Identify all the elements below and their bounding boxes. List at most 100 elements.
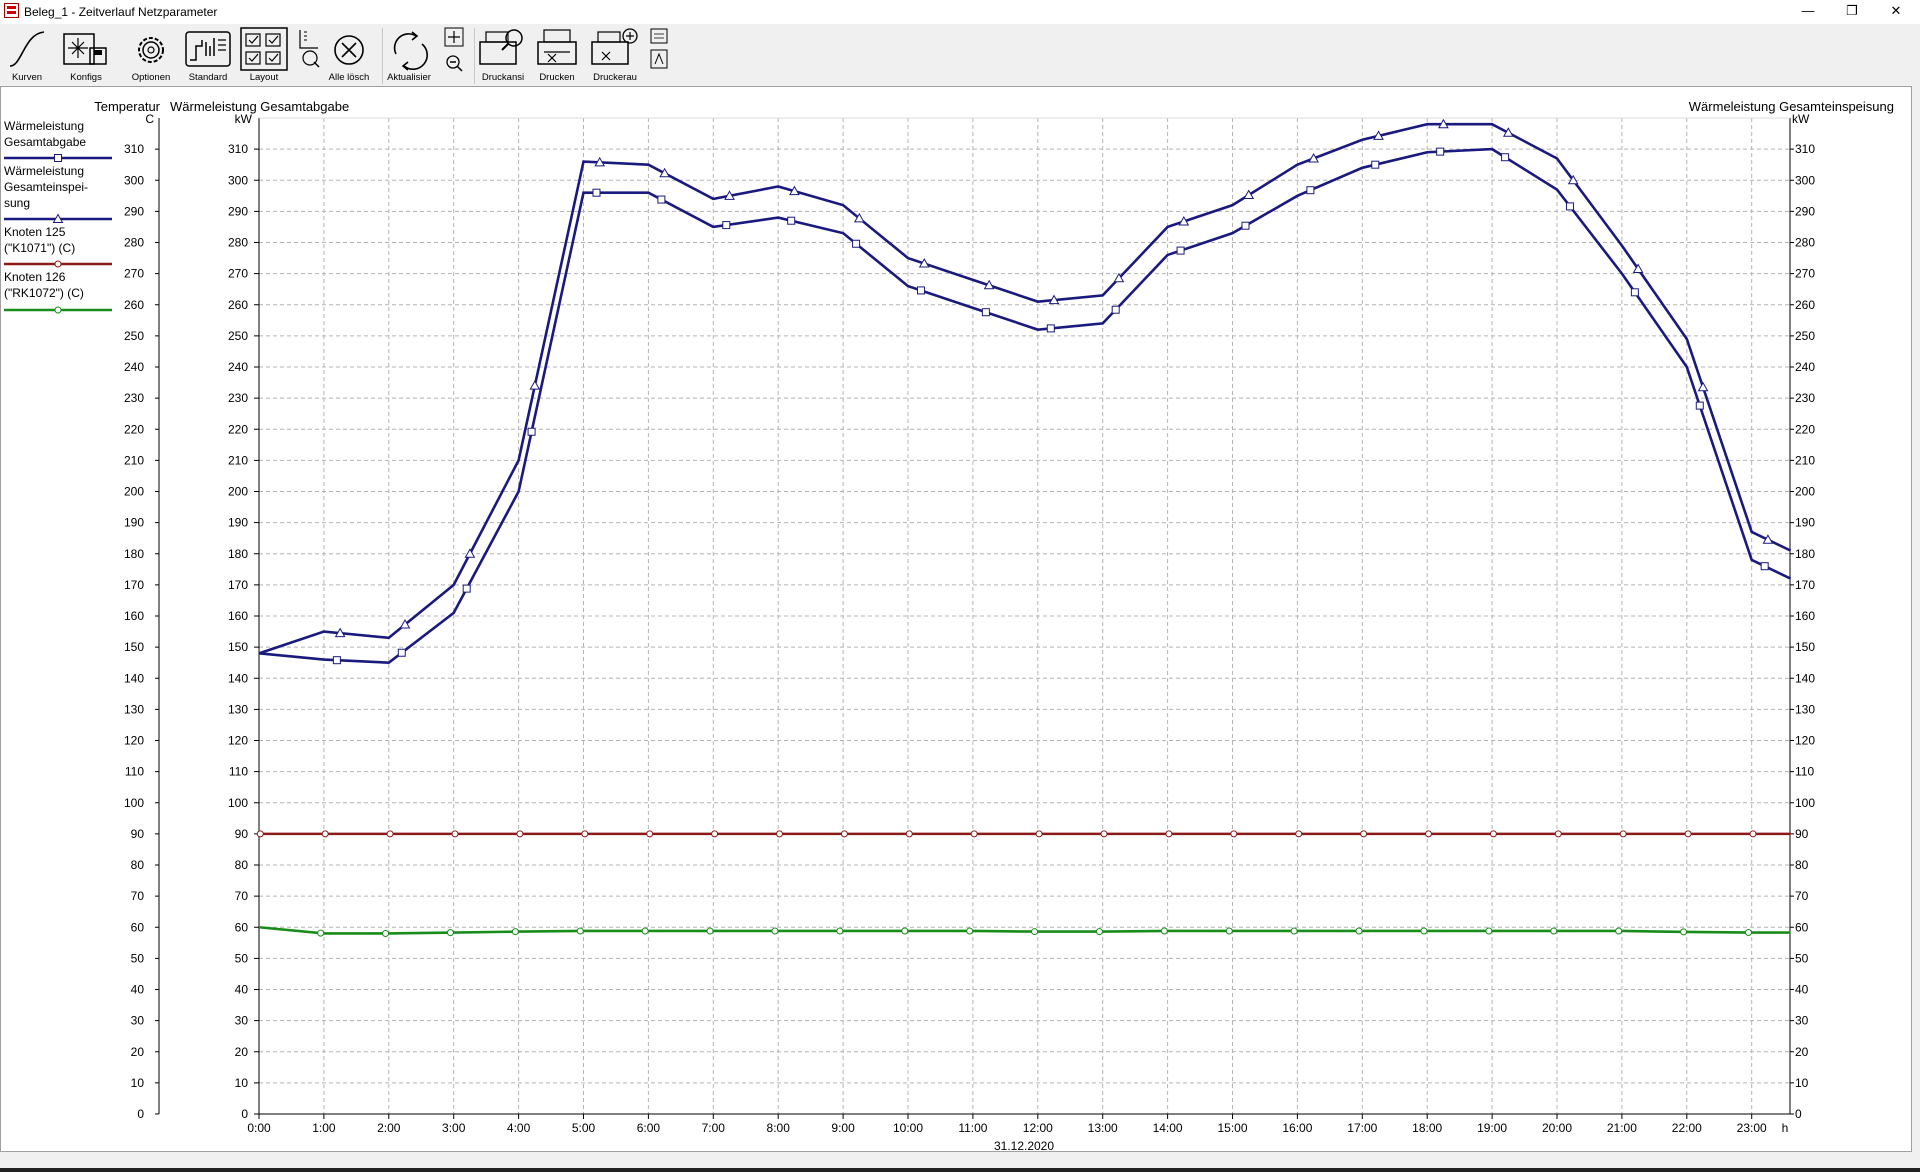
data-point-circle [905, 830, 913, 838]
standard-button[interactable]: Standard [184, 26, 232, 84]
right-tick-label: 190 [1795, 516, 1815, 530]
legend-item-knoten-126[interactable]: Knoten 126 ("RK1072") (C) [4, 270, 84, 300]
data-point-circle [840, 830, 848, 838]
legend-item-knoten-125[interactable]: Knoten 125 ("K1071") (C) [4, 225, 76, 255]
data-point-square [397, 648, 406, 657]
export-button[interactable] [648, 26, 672, 84]
right-tick-label: 110 [1795, 765, 1814, 779]
data-point-circle [1225, 927, 1233, 935]
refresh-button[interactable]: Aktualisier [386, 26, 432, 84]
temp-tick-label: 180 [124, 547, 144, 561]
data-point-circle [1749, 830, 1757, 838]
clear-all-button[interactable]: Alle lösch [326, 26, 372, 84]
data-point-circle [1485, 927, 1493, 935]
left-tick-label: 40 [235, 983, 249, 997]
left-tick-label: 260 [228, 298, 248, 312]
right-tick-label: 40 [1795, 983, 1809, 997]
right-tick-label: 0 [1795, 1107, 1802, 1121]
data-point-square [1306, 186, 1315, 195]
x-tick-label: 1:00 [312, 1121, 336, 1135]
left-tick-label: 300 [228, 173, 248, 187]
right-tick-label: 280 [1795, 236, 1815, 250]
right-tick-label: 60 [1795, 920, 1809, 934]
minimize-button[interactable]: — [1801, 3, 1815, 18]
data-point-triangle [724, 190, 735, 200]
data-point-triangle [464, 548, 476, 558]
data-point-triangle [659, 167, 670, 178]
right-axis-unit: kW [1792, 112, 1810, 126]
curves-button[interactable]: Kurven [4, 26, 50, 84]
print-preview-button[interactable]: Druckansi [478, 26, 528, 84]
right-tick-label: 220 [1795, 422, 1815, 436]
right-axis-title: Wärmeleistung Gesamteinspeisung [1689, 99, 1894, 114]
left-tick-label: 50 [235, 951, 249, 965]
left-tick-label: 120 [228, 734, 248, 748]
data-point-circle [1554, 830, 1562, 838]
axis-settings-button[interactable] [296, 26, 322, 84]
data-point-circle [576, 927, 584, 935]
right-tick-label: 300 [1795, 173, 1815, 187]
left-tick-label: 220 [228, 422, 248, 436]
data-point-circle [646, 830, 654, 838]
data-point-circle [1035, 830, 1043, 838]
legend-swatches [4, 154, 112, 314]
right-tick-label: 50 [1795, 951, 1809, 965]
temp-tick-label: 230 [124, 391, 144, 405]
zoom-button[interactable] [442, 26, 468, 84]
configs-button[interactable]: Konfigs [62, 26, 110, 84]
data-point-circle [1230, 830, 1238, 838]
data-point-triangle [1762, 534, 1774, 544]
clear-all-icon [334, 35, 364, 65]
x-tick-label: 0:00 [247, 1121, 271, 1135]
temp-tick-label: 200 [124, 485, 144, 499]
chart-axes [155, 117, 1794, 1119]
left-tick-label: 130 [228, 702, 248, 716]
temp-tick-label: 20 [131, 1045, 145, 1059]
series-line-1 [258, 122, 1792, 655]
x-tick-label: h [1782, 1121, 1789, 1135]
x-tick-label: 2:00 [377, 1121, 401, 1135]
data-point-triangle [529, 380, 541, 390]
temp-tick-label: 210 [124, 453, 144, 467]
data-point-circle [901, 927, 909, 935]
data-point-square [332, 656, 341, 665]
data-point-triangle [1243, 189, 1255, 200]
print-button[interactable]: Drucken [534, 26, 580, 84]
data-point-circle [1489, 830, 1497, 838]
left-tick-label: 0 [241, 1107, 248, 1121]
data-point-square [1565, 202, 1574, 211]
data-point-circle [54, 306, 62, 314]
gear-icon [138, 37, 164, 63]
left-tick-label: 310 [228, 142, 248, 156]
data-point-circle [1031, 928, 1039, 936]
print-preview-icon [479, 29, 523, 65]
temp-tick-label: 120 [124, 734, 144, 748]
left-tick-label: 230 [228, 391, 248, 405]
temp-tick-label: 80 [131, 858, 145, 872]
temp-tick-label: 110 [125, 765, 144, 779]
chart-ticks: 0 0 0 10 10 10 20 20 20 30 30 30 40 40 40 50 50 50 60 60 60 7… [124, 142, 1815, 1135]
restore-button[interactable]: ❐ [1846, 3, 1858, 18]
right-tick-label: 260 [1795, 298, 1815, 312]
legend-item-gesamteinspeisung[interactable]: Wärmeleistung Gesamteinspei- sung [4, 164, 89, 210]
close-button[interactable]: ✕ [1890, 3, 1902, 18]
legend-item-gesamtabgabe[interactable]: Wärmeleistung Gesamtabgabe [4, 119, 87, 149]
data-point-circle [771, 927, 779, 935]
data-point-triangle [1048, 294, 1060, 305]
data-point-circle [711, 830, 719, 838]
x-tick-label: 7:00 [702, 1121, 726, 1135]
temperature-unit: C [145, 112, 154, 126]
data-point-circle [641, 927, 649, 935]
x-tick-label: 23:00 [1737, 1121, 1767, 1135]
left-axis-unit: kW [235, 112, 253, 126]
temp-tick-label: 310 [124, 142, 144, 156]
data-point-circle [1165, 830, 1173, 838]
printer-setup-button[interactable]: Druckerau [590, 26, 640, 84]
options-button[interactable]: Optionen [128, 26, 174, 84]
left-tick-label: 200 [228, 485, 248, 499]
printer-icon [537, 29, 577, 65]
data-point-triangle [1308, 152, 1319, 163]
layout-button[interactable]: Layout [240, 26, 288, 84]
x-tick-label: 3:00 [442, 1121, 466, 1135]
